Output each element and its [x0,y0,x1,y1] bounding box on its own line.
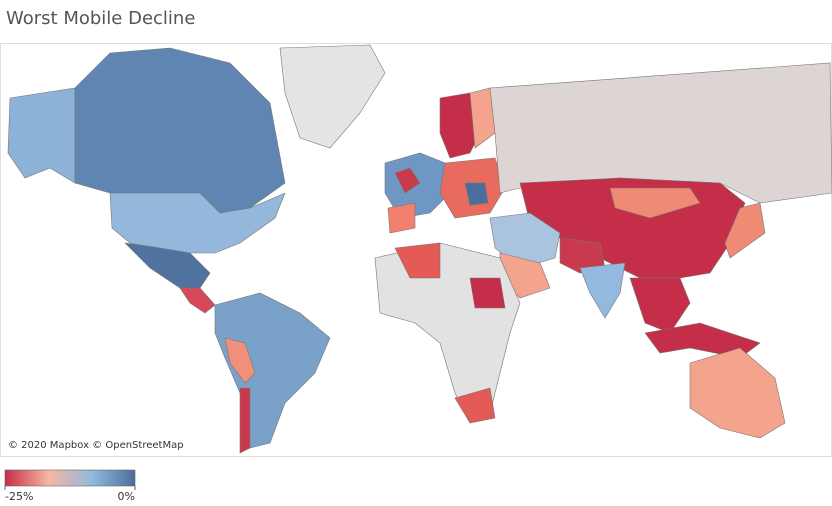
map [0,43,832,457]
peru [224,337,256,384]
iberia [387,202,416,234]
australia [689,347,786,439]
western-europe [384,152,451,219]
japan [724,202,766,259]
central-america [179,287,216,314]
attribution: © 2020 Mapbox © OpenStreetMap [8,440,184,451]
greenland [279,44,386,149]
sudan [469,277,506,309]
chile [239,387,251,454]
legend-label: -25% [5,490,33,503]
usa [109,192,286,254]
southeast-asia [629,277,691,334]
germany [394,167,421,194]
middle-east [489,212,561,269]
legend-label: 0% [118,490,135,503]
balkans [464,182,489,206]
canada [74,47,286,214]
algeria [394,242,441,279]
mongolia [609,187,701,219]
india [579,262,626,319]
countries [7,44,832,454]
legend-bar [4,469,136,487]
south-africa [454,387,496,424]
legend: -25% 0% [4,469,136,503]
mexico [124,242,211,289]
title: Worst Mobile Decline [6,8,196,29]
